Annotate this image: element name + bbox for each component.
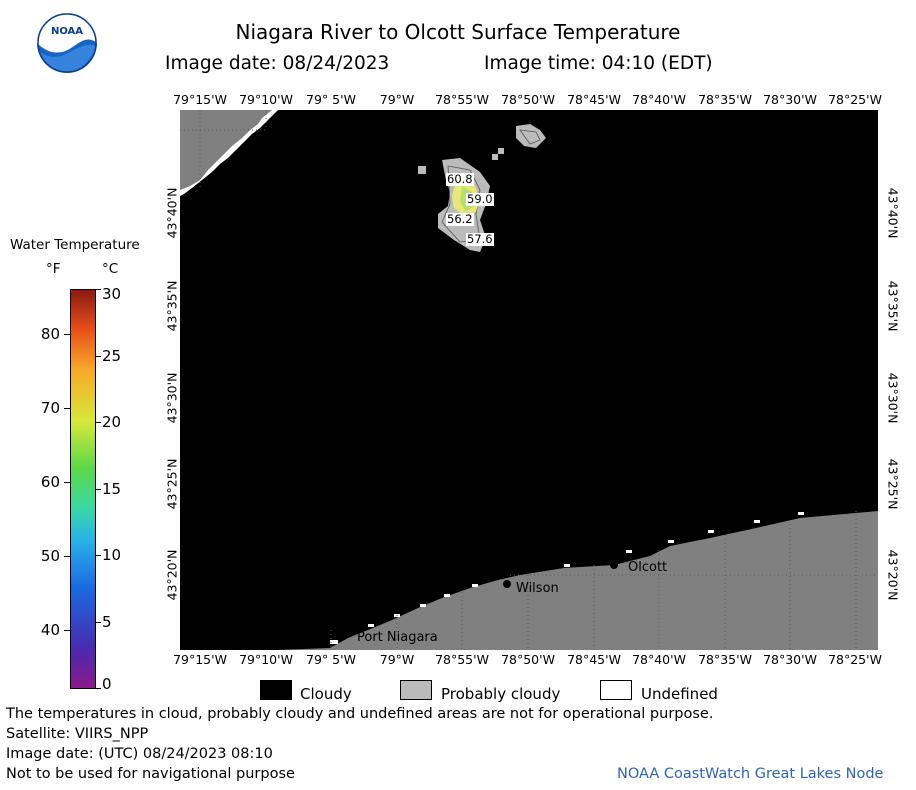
page-title: Niagara River to Olcott Surface Temperat…: [235, 20, 681, 44]
colorbar-c-tick: 25: [102, 347, 122, 365]
lon-label: 78°25'W: [828, 652, 882, 667]
lon-label: 78°35'W: [698, 92, 752, 107]
legend-cloudy-swatch: [260, 680, 292, 700]
lon-label: 78°35'W: [698, 652, 752, 667]
footer-disclaimer: The temperatures in cloud, probably clou…: [6, 706, 714, 722]
legend-cloudy-label: Cloudy: [300, 685, 352, 703]
lon-label: 78°55'W: [435, 92, 489, 107]
colorbar: [70, 289, 96, 689]
lon-label: 78°55'W: [435, 652, 489, 667]
noaa-logo: NOAA: [37, 13, 97, 73]
lat-label: 43°35'N: [164, 280, 180, 332]
temp-label: 57.6: [466, 232, 494, 246]
footer-utc-date: Image date: (UTC) 08/24/2023 08:10: [6, 746, 273, 762]
lat-label: 43°25'N: [885, 458, 901, 510]
graticule: [180, 110, 878, 650]
logo-text: NOAA: [51, 26, 83, 37]
lat-label: 43°40'N: [885, 187, 901, 239]
legend-probably-cloudy-swatch: [400, 680, 432, 700]
temperature-map: [180, 110, 878, 650]
lon-label: 79° 5'W: [306, 652, 356, 667]
colorbar-title: Water Temperature: [10, 237, 140, 253]
lat-label: 43°35'N: [885, 280, 901, 332]
lon-label: 79°15'W: [173, 652, 227, 667]
lon-label: 79° 5'W: [306, 92, 356, 107]
image-date: Image date: 08/24/2023: [165, 53, 390, 74]
lon-label: 78°30'W: [763, 652, 817, 667]
lon-label: 79°10'W: [239, 652, 293, 667]
lon-label: 78°50'W: [501, 92, 555, 107]
land-south: [276, 511, 878, 650]
colorbar-c-tick: 10: [102, 546, 122, 564]
temp-label: 60.8: [446, 172, 474, 186]
lon-label: 78°30'W: [763, 92, 817, 107]
colorbar-f-tick: 40: [40, 621, 60, 639]
lat-label: 43°20'N: [885, 549, 901, 601]
image-time: Image time: 04:10 (EDT): [484, 53, 713, 74]
legend-probably-cloudy-label: Probably cloudy: [441, 685, 561, 703]
lon-label: 78°25'W: [828, 92, 882, 107]
colorbar-c-tick: 0: [102, 675, 112, 693]
legend-undefined-swatch: [600, 680, 632, 700]
colorbar-f-tick: 50: [40, 547, 60, 565]
lon-label: 79°10'W: [239, 92, 293, 107]
legend-undefined-label: Undefined: [641, 685, 718, 703]
colorbar-unit-f: °F: [46, 261, 61, 277]
colorbar-f-tick: 60: [40, 473, 60, 491]
olcott-marker: [610, 561, 618, 569]
shoreline-fringe: [330, 512, 804, 644]
lon-label: 79°W: [379, 92, 415, 107]
lat-label: 43°25'N: [164, 458, 180, 510]
place-olcott: Olcott: [628, 560, 668, 575]
colorbar-c-tick: 5: [102, 613, 112, 631]
wilson-marker: [503, 580, 511, 588]
lat-label: 43°30'N: [164, 372, 180, 424]
lon-label: 78°40'W: [632, 652, 686, 667]
footer-satellite: Satellite: VIIRS_NPP: [6, 726, 149, 742]
place-port-niagara: Port Niagara: [357, 630, 438, 645]
lat-label: 43°40'N: [164, 187, 180, 239]
temp-label: 56.2: [446, 212, 474, 226]
lat-label: 43°20'N: [164, 549, 180, 601]
colorbar-f-tick: 80: [40, 325, 60, 343]
lon-label: 78°45'W: [567, 92, 621, 107]
lon-label: 78°45'W: [567, 652, 621, 667]
colorbar-c-tick: 20: [102, 413, 122, 431]
colorbar-f-tick: 70: [40, 399, 60, 417]
footer-credit: NOAA CoastWatch Great Lakes Node: [617, 766, 884, 782]
colorbar-c-tick: 30: [102, 285, 122, 303]
lon-label: 79°15'W: [173, 92, 227, 107]
colorbar-unit-c: °C: [102, 261, 119, 277]
colorbar-c-tick: 15: [102, 480, 122, 498]
undefined-strip: [180, 110, 278, 196]
lon-label: 78°40'W: [632, 92, 686, 107]
place-wilson: Wilson: [516, 581, 559, 596]
footer-navigation-warning: Not to be used for navigational purpose: [6, 766, 295, 782]
lat-label: 43°30'N: [885, 372, 901, 424]
temp-label: 59.0: [466, 192, 494, 206]
lon-label: 79°W: [379, 652, 415, 667]
lon-label: 78°50'W: [501, 652, 555, 667]
